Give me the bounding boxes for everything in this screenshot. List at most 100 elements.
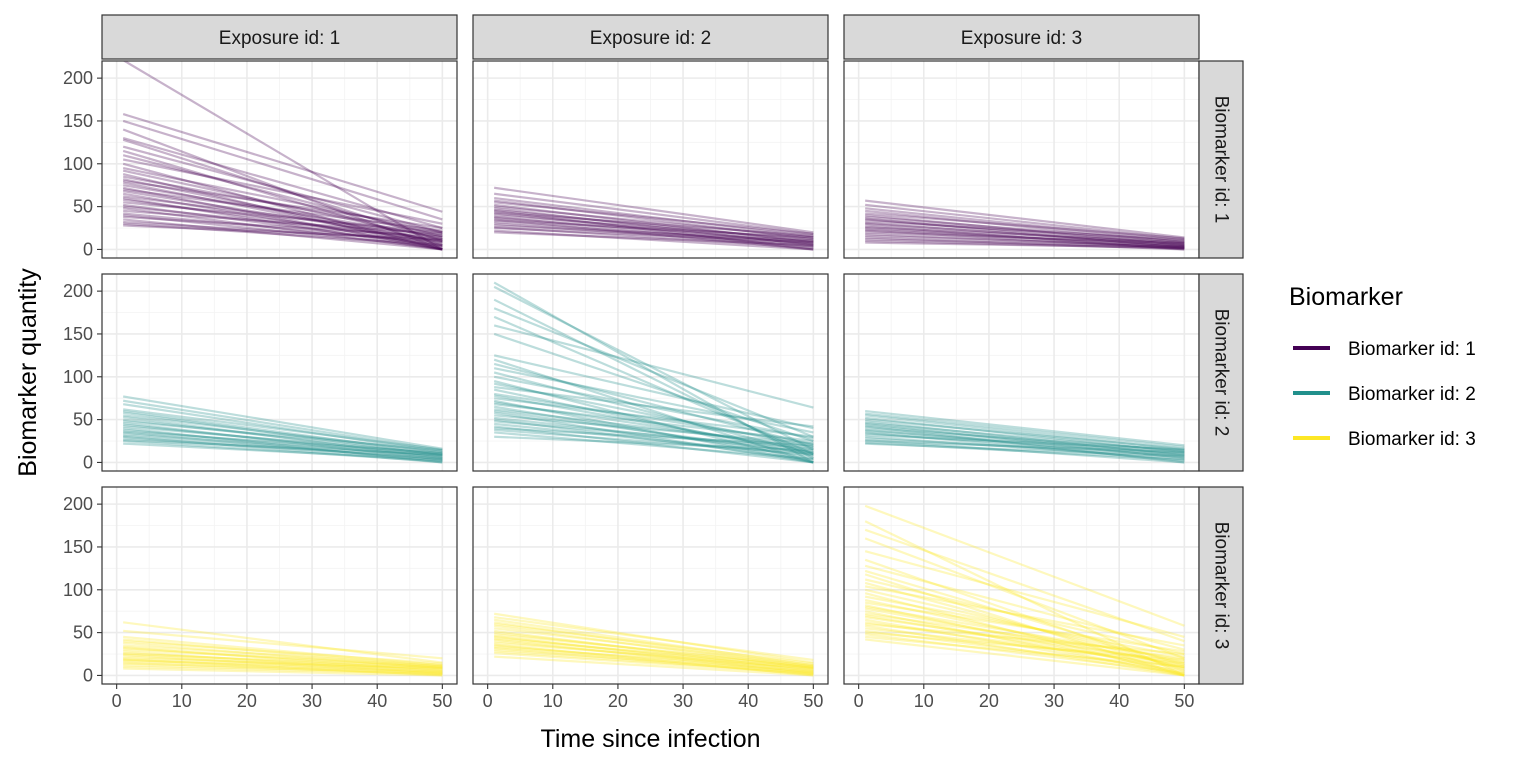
series-line xyxy=(865,622,1185,656)
series-line xyxy=(865,631,1185,662)
series-line xyxy=(865,220,1185,242)
column-strip: Exposure id: 2 xyxy=(472,14,829,60)
series-lines xyxy=(122,61,443,251)
series-line xyxy=(864,595,1185,658)
x-tick-label: 0 xyxy=(854,691,864,711)
series-line xyxy=(494,203,814,244)
series-line xyxy=(865,433,1185,451)
x-axis-title: Time since infection xyxy=(541,725,761,753)
series-line xyxy=(123,195,443,237)
series-lines xyxy=(864,504,1185,677)
y-tick-label: 50 xyxy=(73,197,93,217)
series-lines xyxy=(123,621,443,677)
series-line xyxy=(123,439,443,456)
series-line xyxy=(123,209,443,236)
series-line xyxy=(494,199,814,241)
x-tick-label: 10 xyxy=(172,691,192,711)
series-line xyxy=(865,207,1185,242)
series-line xyxy=(865,627,1185,665)
series-line xyxy=(123,437,443,460)
series-line xyxy=(494,411,814,464)
strip-background xyxy=(843,14,1200,60)
panel-border xyxy=(472,273,829,472)
series-line xyxy=(123,201,443,234)
series-line xyxy=(494,416,814,454)
series-line xyxy=(493,354,814,430)
series-line xyxy=(494,196,814,238)
panel-border xyxy=(472,486,829,685)
series-line xyxy=(494,425,814,464)
series-line xyxy=(865,218,1185,245)
series-line xyxy=(494,208,814,242)
series-line xyxy=(123,203,443,248)
series-line xyxy=(123,434,443,461)
x-tick-label: 30 xyxy=(302,691,322,711)
series-line xyxy=(123,655,443,672)
column-strip: Exposure id: 3 xyxy=(843,14,1200,60)
x-tick-label: 50 xyxy=(1174,691,1194,711)
series-line xyxy=(123,635,443,667)
series-line xyxy=(494,192,814,236)
series-line xyxy=(864,578,1185,656)
series-line xyxy=(494,397,814,438)
series-line xyxy=(494,186,814,234)
panel-border xyxy=(101,60,458,259)
series-line xyxy=(865,638,1185,677)
series-line xyxy=(494,640,814,672)
x-tick-label: 0 xyxy=(112,691,122,711)
series-line xyxy=(494,650,814,674)
series-line xyxy=(123,222,443,247)
series-line xyxy=(864,588,1185,664)
series-line xyxy=(864,605,1185,662)
series-line xyxy=(122,178,443,244)
x-tick-label: 30 xyxy=(1044,691,1064,711)
strip-background xyxy=(472,14,829,60)
series-line xyxy=(122,158,443,225)
series-line xyxy=(123,220,443,242)
y-tick-label: 150 xyxy=(63,324,93,344)
x-tick-label: 10 xyxy=(914,691,934,711)
row-strip-label: Biomarker id: 2 xyxy=(1211,309,1232,437)
series-lines xyxy=(494,186,814,251)
series-line xyxy=(123,198,443,243)
series-line xyxy=(865,232,1185,249)
series-line xyxy=(123,641,443,670)
series-line xyxy=(864,504,1185,627)
series-line xyxy=(494,403,814,443)
series-line xyxy=(494,634,814,674)
series-line xyxy=(864,610,1185,677)
series-line xyxy=(865,234,1185,248)
series-line xyxy=(123,418,443,456)
series-line xyxy=(494,637,814,668)
series-line xyxy=(494,633,814,668)
facet-panel xyxy=(472,273,829,472)
x-tick-label: 40 xyxy=(1109,691,1129,711)
series-line xyxy=(864,618,1185,675)
series-line xyxy=(123,430,443,455)
series-line xyxy=(865,212,1185,240)
series-line xyxy=(494,409,814,455)
series-line xyxy=(865,435,1185,461)
series-line xyxy=(865,228,1185,247)
series-line xyxy=(122,175,443,236)
legend-label: Biomarker id: 2 xyxy=(1348,384,1476,405)
x-tick-label: 30 xyxy=(673,691,693,711)
series-line xyxy=(865,424,1185,455)
series-line xyxy=(122,61,443,251)
series-line xyxy=(864,558,1185,673)
series-line xyxy=(494,226,814,244)
series-line xyxy=(122,145,443,234)
series-line xyxy=(123,640,443,665)
series-line xyxy=(493,298,814,460)
series-line xyxy=(123,646,443,673)
series-line xyxy=(494,621,814,668)
y-tick-label: 100 xyxy=(63,580,93,600)
series-line xyxy=(122,119,443,221)
y-tick-label: 0 xyxy=(83,665,93,685)
series-line xyxy=(123,399,443,452)
x-tick-label: 10 xyxy=(543,691,563,711)
series-line xyxy=(493,388,814,457)
series-line xyxy=(494,220,814,245)
series-line xyxy=(123,659,443,670)
series-line xyxy=(123,431,443,462)
